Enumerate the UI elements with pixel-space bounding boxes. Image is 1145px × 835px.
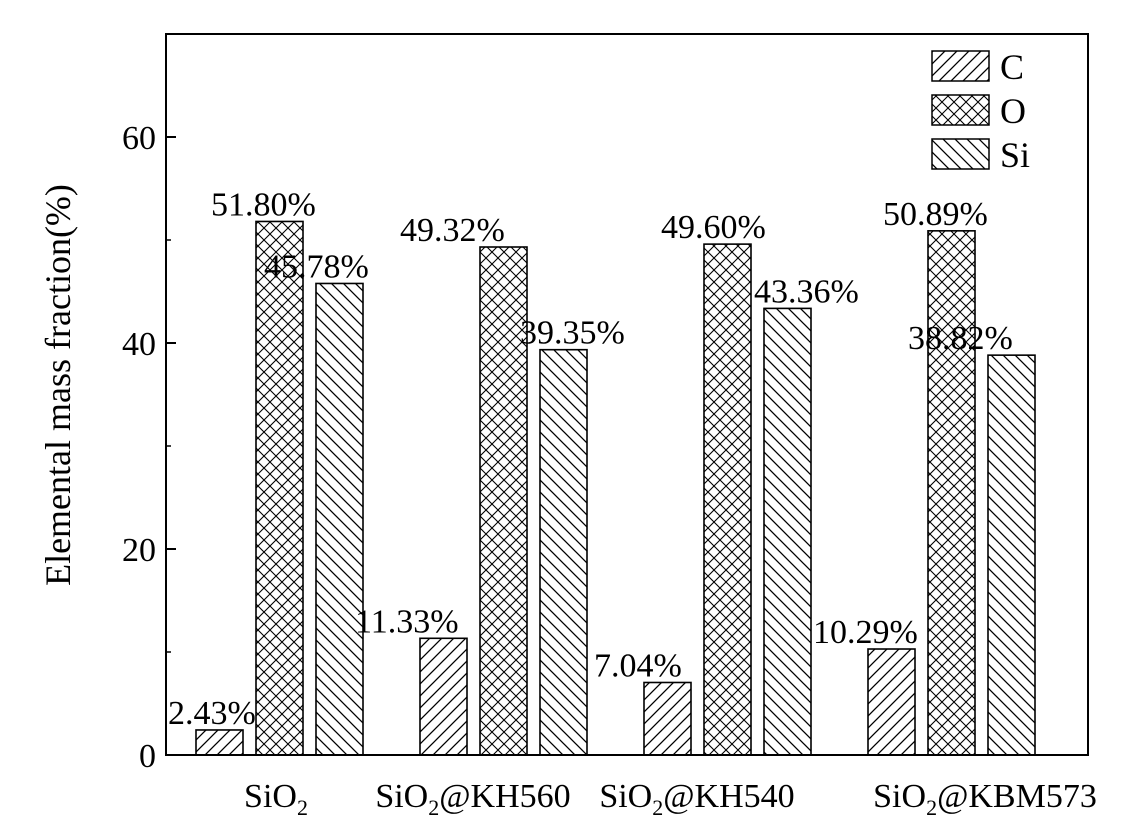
- data-label-si-3: 43.36%: [754, 273, 859, 310]
- y-tick-label: 60: [122, 120, 156, 157]
- bar-c-2: [419, 637, 468, 756]
- data-label-c-4: 10.29%: [813, 614, 918, 651]
- bar-c-1: [195, 729, 244, 756]
- data-label-c-1: 2.43%: [168, 695, 256, 732]
- legend-swatch-c: [931, 50, 990, 82]
- bar-o-4: [927, 230, 976, 756]
- data-label-o-3: 49.60%: [661, 209, 766, 246]
- x-category-label-4: SiO2@KBM573: [873, 778, 1097, 820]
- bars-layer: [195, 220, 1036, 756]
- x-category-label-2: SiO2@KH560: [375, 778, 570, 820]
- y-tick-label: 0: [139, 738, 156, 775]
- y-axis-title: Elemental mass fraction(%): [38, 184, 78, 586]
- data-label-o-1: 51.80%: [211, 186, 316, 223]
- legend-label-c: C: [1000, 47, 1024, 87]
- plot-border: [165, 33, 1089, 756]
- bar-o-1: [255, 220, 304, 756]
- bar-si-2: [539, 348, 588, 756]
- x-category-label-1: SiO2: [244, 778, 308, 820]
- legend-swatch-si: [931, 138, 990, 170]
- x-category-label-3: SiO2@KH540: [599, 778, 794, 820]
- data-label-si-2: 39.35%: [520, 315, 625, 352]
- bar-si-1: [315, 282, 364, 756]
- data-label-si-4: 38.82%: [908, 320, 1013, 357]
- x-axis-category-labels: SiO2 SiO2@KH560 SiO2@KH540 SiO2@KBM573: [244, 778, 1097, 820]
- data-labels-layer: 2.43% 51.80% 45.78% 11.33% 49.32% 39.35% 7.04%…: [168, 186, 1013, 732]
- bar-c-3: [643, 681, 692, 756]
- legend-label-o: O: [1000, 91, 1026, 131]
- plot-frame: [165, 33, 1089, 756]
- data-label-c-2: 11.33%: [355, 603, 459, 640]
- bar-si-4: [987, 354, 1036, 756]
- y-axis-ticks: 0 20 40 60: [122, 120, 176, 775]
- y-tick-label: 40: [122, 326, 156, 363]
- data-label-si-1: 45.78%: [264, 248, 369, 285]
- bar-c-4: [867, 648, 916, 756]
- legend-swatch-o: [931, 94, 990, 126]
- bar-o-3: [703, 243, 752, 756]
- data-label-c-3: 7.04%: [594, 647, 682, 684]
- data-label-o-2: 49.32%: [400, 212, 505, 249]
- data-label-o-4: 50.89%: [883, 196, 988, 233]
- legend-label-si: Si: [1000, 135, 1030, 175]
- bar-si-3: [763, 307, 812, 756]
- y-tick-label: 20: [122, 532, 156, 569]
